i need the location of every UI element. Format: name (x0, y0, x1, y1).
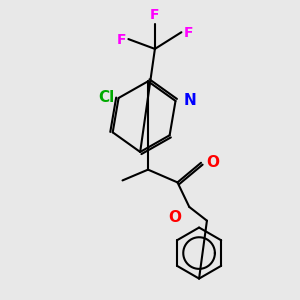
Text: O: O (168, 210, 182, 225)
Text: F: F (117, 33, 126, 47)
Text: F: F (183, 26, 193, 40)
Text: N: N (183, 93, 196, 108)
Text: Cl: Cl (98, 91, 115, 106)
Text: F: F (150, 8, 160, 22)
Text: O: O (206, 155, 219, 170)
